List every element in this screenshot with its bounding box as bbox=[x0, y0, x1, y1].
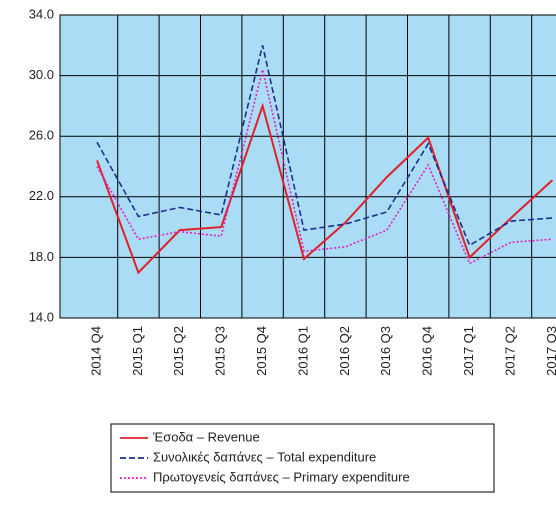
x-tick-label: 2017 Q1 bbox=[461, 326, 476, 376]
x-tick-label: 2015 Q3 bbox=[213, 326, 228, 376]
x-tick-label: 2016 Q1 bbox=[295, 326, 310, 376]
x-tick-label: 2017 Q3 bbox=[544, 326, 556, 376]
y-tick-label: 14.0 bbox=[29, 309, 54, 324]
x-tick-label: 2016 Q4 bbox=[420, 326, 435, 376]
y-tick-label: 30.0 bbox=[29, 67, 54, 82]
legend-label: Συνολικές δαπάνες – Total expenditure bbox=[153, 449, 376, 464]
x-tick-label: 2015 Q1 bbox=[130, 326, 145, 376]
x-tick-label: 2015 Q4 bbox=[254, 326, 269, 376]
x-tick-label: 2017 Q2 bbox=[502, 326, 517, 376]
x-tick-label: 2014 Q4 bbox=[88, 326, 103, 376]
x-tick-label: 2016 Q3 bbox=[378, 326, 393, 376]
y-tick-label: 18.0 bbox=[29, 249, 54, 264]
y-tick-label: 26.0 bbox=[29, 128, 54, 143]
legend-box bbox=[110, 423, 495, 493]
series-line bbox=[96, 102, 554, 275]
y-tick-label: 34.0 bbox=[29, 6, 54, 21]
x-tick-label: 2016 Q2 bbox=[337, 326, 352, 376]
legend-label: Πρωτογενείς δαπάνες – Primary expenditur… bbox=[153, 469, 410, 484]
y-tick-label: 22.0 bbox=[29, 188, 54, 203]
legend-label: Έσοδα – Revenue bbox=[152, 429, 260, 444]
plot-area bbox=[59, 14, 556, 319]
x-tick-label: 2015 Q2 bbox=[171, 326, 186, 376]
series-line bbox=[96, 45, 553, 247]
